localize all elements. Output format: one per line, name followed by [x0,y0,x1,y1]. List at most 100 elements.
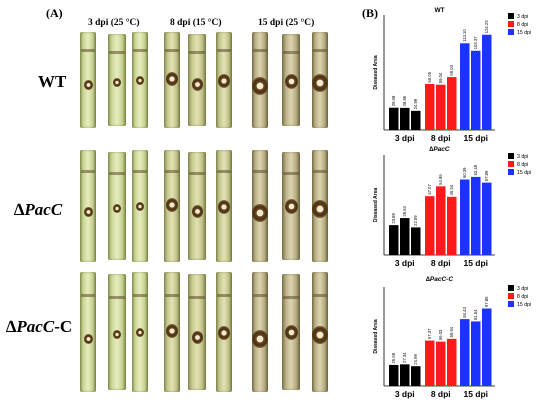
group-label: 8 dpi [431,258,451,268]
legend-label: 15 dpi [517,170,531,176]
lesion [113,330,121,340]
lesion [83,207,93,218]
lesion [312,200,328,219]
stem-node [165,170,179,173]
row-label-pacc: ∆PacC [14,200,62,220]
panel-b-label: (B) [362,6,378,20]
legend-swatch [508,21,514,27]
stem-photo-grid [80,32,328,392]
bar [389,107,399,130]
stem-node [109,172,125,175]
column-header-15dpi: 15 dpi (25 °C) [258,18,315,28]
legend-label: 15 dpi [517,30,531,36]
chart-title: ∆PacC [429,146,450,153]
bar [425,340,435,386]
stem-photo [188,34,206,126]
bar [471,50,481,131]
stem-photo [164,272,180,392]
legend-swatch [508,285,514,291]
bar-value-label: 56.03 [438,329,443,340]
stem-node [313,294,327,297]
group-label: 8 dpi [431,389,451,399]
stem-node [313,170,327,173]
stem-photo [252,150,268,262]
bar-value-label: 97.85 [484,296,489,307]
stem-photo [108,152,126,260]
bar-value-label: 84.43 [462,306,467,317]
bar [436,84,446,130]
legend-label: 3 dpi [517,14,528,20]
stem-photo [132,32,148,128]
group-label: 15 dpi [463,389,488,399]
bar-value-label: 24.99 [413,98,418,109]
bar-value-label: 23.89 [391,212,396,223]
stem-photo [252,272,268,392]
bar [471,176,481,255]
y-axis-label: Diseased Area [373,55,379,89]
bar-value-label: 29.54 [402,205,407,216]
row-label-pacc-gene: PacC [24,200,63,219]
stem-node [283,296,299,299]
row-label-pacc-c-delta: ∆ [6,317,17,336]
legend-label: 3 dpi [517,154,528,160]
legend-label: 15 dpi [517,302,531,308]
stem-photo [312,150,328,262]
stem-node [165,294,179,297]
bar [482,308,492,386]
lesion [284,74,298,89]
bar-value-label: 22.09 [413,215,418,226]
lesion [166,198,178,212]
bar [447,196,457,255]
stem-photo [188,274,206,390]
stem-photo [80,272,96,392]
lesion [166,324,178,338]
lesion [113,204,121,214]
legend-swatch [508,13,514,19]
bar-value-label: 124.23 [484,20,489,33]
lesion [191,331,203,344]
stem-node [189,51,205,54]
legend-swatch [508,169,514,175]
bar-value-label: 60.05 [427,71,432,82]
lesion [83,334,93,345]
row-label-wt: WT [38,72,66,92]
bar [460,43,470,130]
bar-value-label: 103.37 [473,36,478,49]
bar [447,77,457,130]
bar [411,110,421,130]
bar [400,107,410,130]
stem-photo [132,272,148,392]
stem-node [109,296,125,299]
stem-node [133,49,147,52]
stem-node [253,294,267,297]
stem-photo [216,272,232,392]
bar-value-label: 46.54 [449,184,454,195]
row-label-pacc-c: ∆PacC-C [6,317,72,337]
stem-node [133,170,147,173]
bar [425,196,435,255]
bar [411,227,421,255]
stem-node [189,172,205,175]
bar-value-label: 81.54 [473,309,478,320]
stem-photo [216,32,232,128]
lesion [191,78,203,91]
lesion [252,77,268,96]
legend-label: 8 dpi [517,162,528,168]
bar [400,364,410,386]
group-label: 3 dpi [395,133,415,143]
bar-value-label: 29.08 [391,95,396,106]
column-header-3dpi: 3 dpi (25 °C) [88,18,140,28]
bar [389,364,399,386]
row-label-wt-text: WT [38,72,67,91]
lesion [113,78,121,88]
lesion [218,200,230,214]
stem-photo [312,32,328,128]
bar [447,338,457,386]
lesion [83,80,93,91]
stem-node [253,49,267,52]
bar [460,179,470,255]
group-label: 15 dpi [463,258,488,268]
stem-photo [282,34,300,126]
stem-node [81,49,95,52]
